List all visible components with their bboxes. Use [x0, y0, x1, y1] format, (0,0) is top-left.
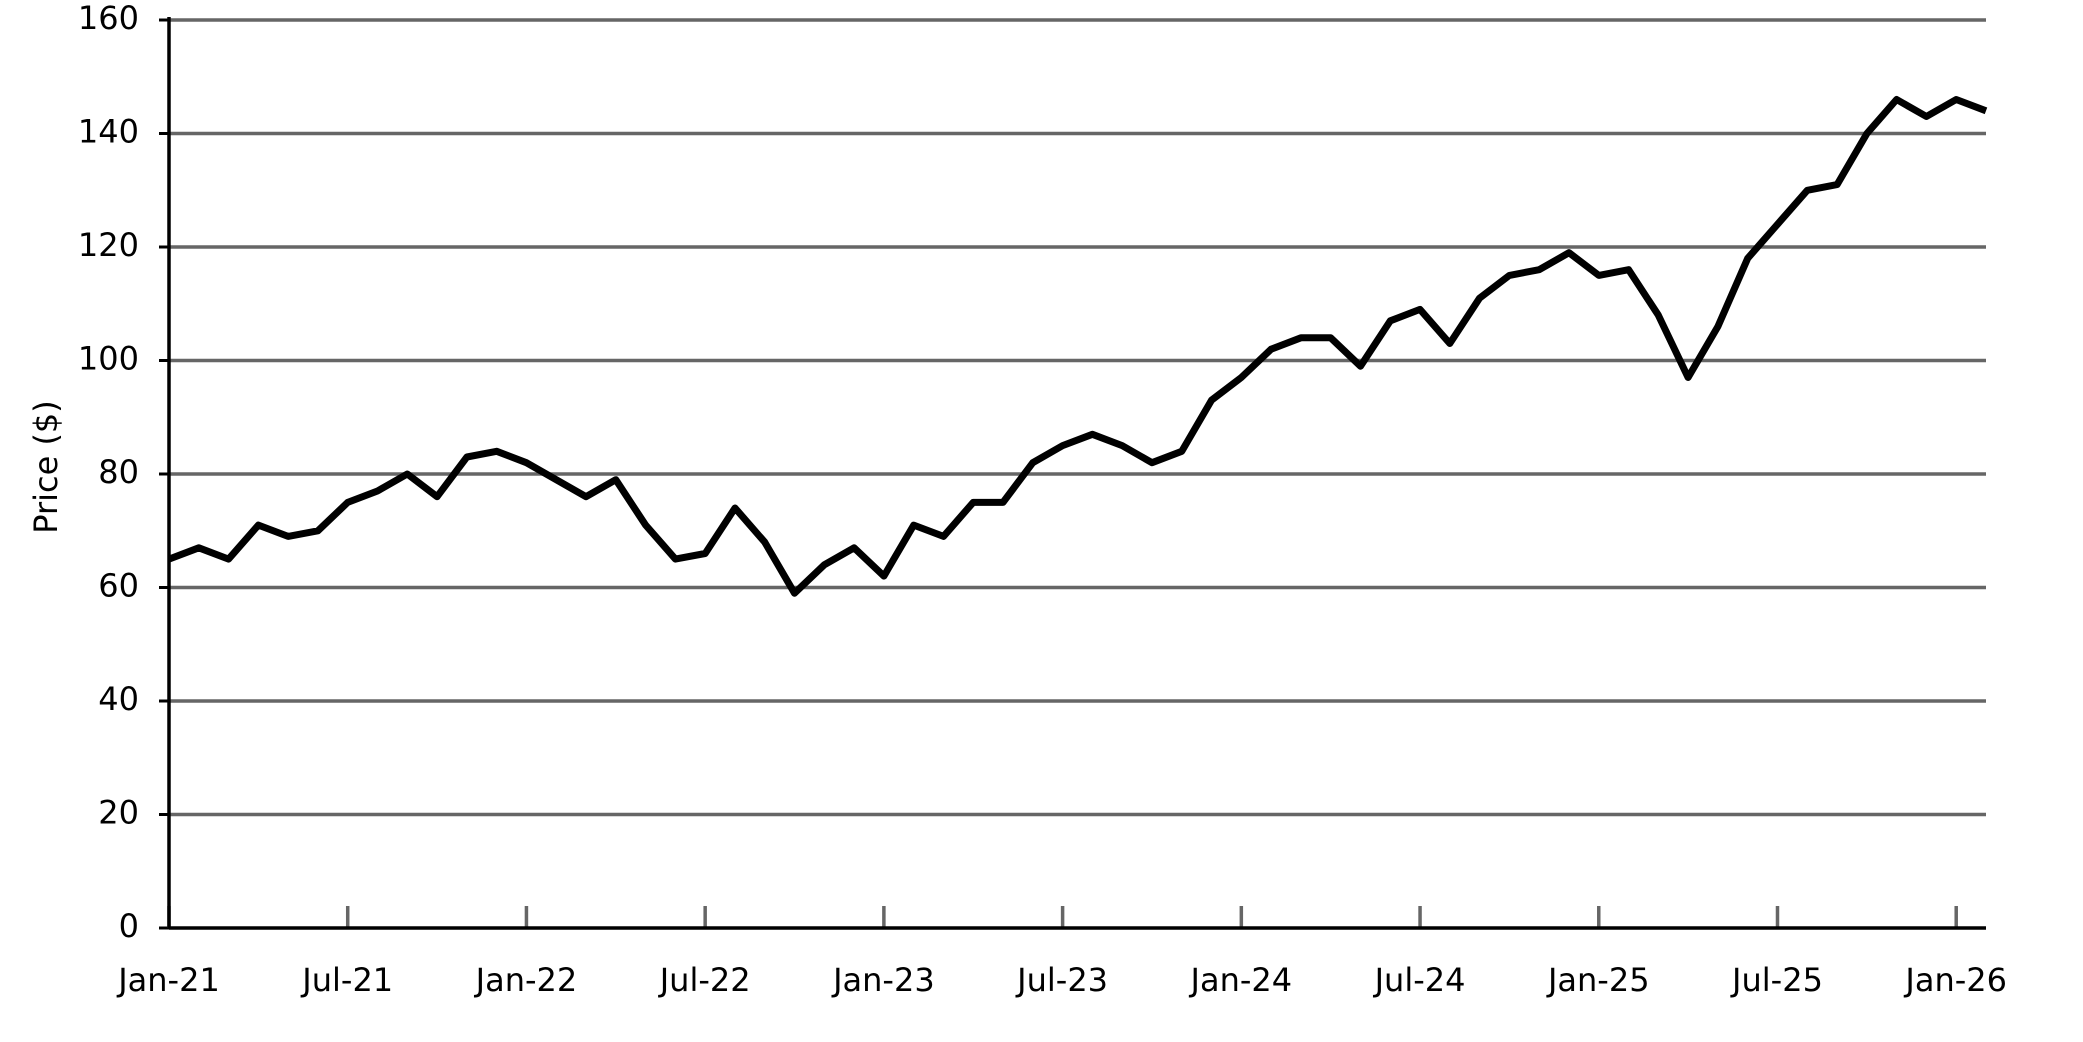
y-tick-label: 160	[78, 0, 139, 37]
x-tick-label: Jul-23	[1015, 961, 1108, 999]
x-tick-label: Jan-21	[116, 961, 220, 999]
x-tick-label: Jan-25	[1546, 961, 1650, 999]
x-tick-label: Jul-21	[300, 961, 393, 999]
x-tick-label: Jul-25	[1730, 961, 1823, 999]
x-tick-label: Jul-24	[1373, 961, 1466, 999]
x-tick-label: Jan-22	[474, 961, 578, 999]
y-tick-label: 40	[98, 680, 139, 718]
y-tick-label: 80	[98, 453, 139, 491]
y-tick-label: 100	[78, 340, 139, 378]
y-tick-label: 140	[78, 113, 139, 151]
y-tick-label: 60	[98, 567, 139, 605]
x-tick-label: Jul-22	[658, 961, 751, 999]
x-tick-label: Jan-24	[1189, 961, 1293, 999]
x-tick-label: Jan-23	[831, 961, 935, 999]
y-tick-label: 0	[119, 907, 139, 945]
y-tick-label: 20	[98, 794, 139, 832]
y-tick-label: 120	[78, 226, 139, 264]
price-line	[167, 96, 1988, 597]
x-tick-label: Jan-26	[1903, 961, 2007, 999]
y-axis-label: Price ($)	[27, 400, 65, 534]
